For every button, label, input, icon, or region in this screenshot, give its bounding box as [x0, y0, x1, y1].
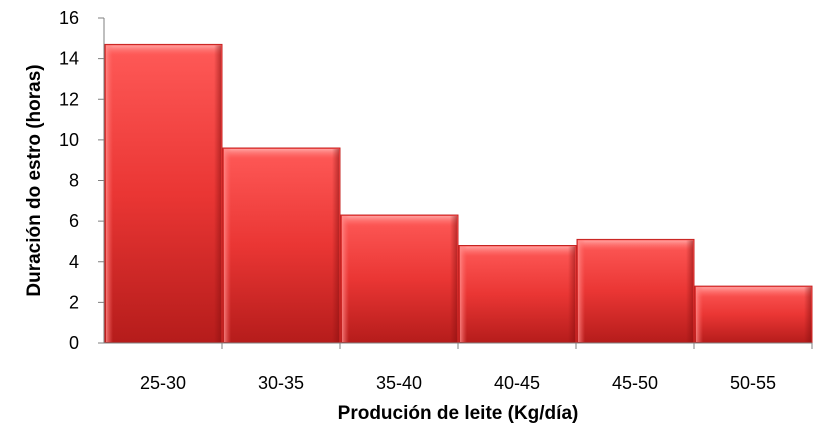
y-tick-label: 6: [69, 211, 79, 231]
bar: [340, 214, 459, 344]
bar: [694, 285, 813, 344]
bar: [222, 147, 341, 344]
y-tick-label: 8: [69, 171, 79, 191]
x-tick-label: 50-55: [730, 373, 776, 393]
y-tick-label: 12: [59, 89, 79, 109]
x-tick-label: 35-40: [376, 373, 422, 393]
bars: [104, 43, 813, 344]
y-tick-label: 4: [69, 252, 79, 272]
x-ticks: 25-30 30-35 35-40 40-45 45-50 50-55: [140, 343, 813, 393]
x-tick-label: 25-30: [140, 373, 186, 393]
y-axis-title: Duración do estro (horas): [24, 64, 45, 296]
bar: [458, 245, 577, 344]
x-axis-title: Produción de leite (Kg/día): [338, 403, 579, 424]
y-ticks: 0 2 4 6 8 10 12 14 16: [59, 8, 104, 353]
y-tick-label: 2: [69, 292, 79, 312]
y-tick-label: 16: [59, 8, 79, 28]
x-tick-label: 40-45: [494, 373, 540, 393]
y-tick-label: 0: [69, 333, 79, 353]
y-tick-label: 10: [59, 130, 79, 150]
y-tick-label: 14: [59, 49, 79, 69]
x-tick-label: 45-50: [612, 373, 658, 393]
bar: [576, 238, 695, 344]
bar: [104, 43, 223, 344]
x-tick-label: 30-35: [258, 373, 304, 393]
